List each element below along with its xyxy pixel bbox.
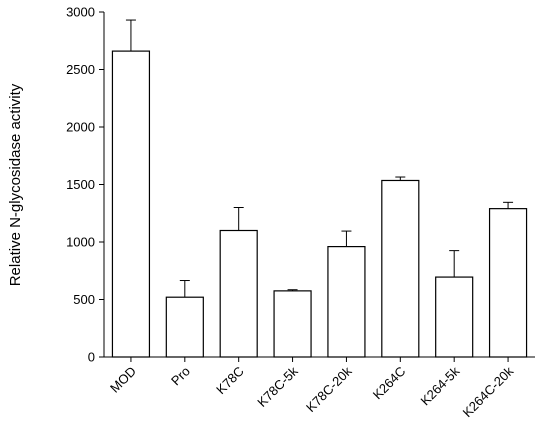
y-tick-label: 2500 xyxy=(66,62,95,77)
y-axis-label: Relative N-glycosidase activity xyxy=(7,83,24,286)
x-tick-label: K264C xyxy=(370,364,409,403)
bar-k78c-5k xyxy=(273,290,312,358)
y-tick-label: 2000 xyxy=(66,120,95,135)
y-tick-label: 0 xyxy=(88,350,95,365)
y-tick-label: 1500 xyxy=(66,177,95,192)
x-tick-label: MOD xyxy=(107,364,139,396)
x-tick-label: K78C xyxy=(213,364,247,398)
x-tick-label: K264C-20k xyxy=(460,363,517,420)
bar-pro xyxy=(165,296,204,358)
bar-k264c xyxy=(381,179,420,358)
bar-mod xyxy=(111,50,151,358)
bar-k78c-20k xyxy=(327,246,366,358)
x-tick-label: Pro xyxy=(168,364,193,389)
bar-k78c xyxy=(219,229,258,358)
x-tick-label: K78C-5k xyxy=(254,363,301,410)
x-tick-label: K264-5k xyxy=(417,363,462,408)
plot-area: 0 500 1000 1500 2000 2500 3000 MOD Pro K78C K78C-5… xyxy=(66,5,535,420)
y-tick-label: 1000 xyxy=(66,235,95,250)
y-tick-label: 3000 xyxy=(66,5,95,20)
y-tick-label: 500 xyxy=(73,292,95,307)
bar-k264c-20k xyxy=(488,208,528,358)
x-tick-label: K78C-20k xyxy=(303,363,355,415)
bar-k264-5k xyxy=(435,276,474,358)
